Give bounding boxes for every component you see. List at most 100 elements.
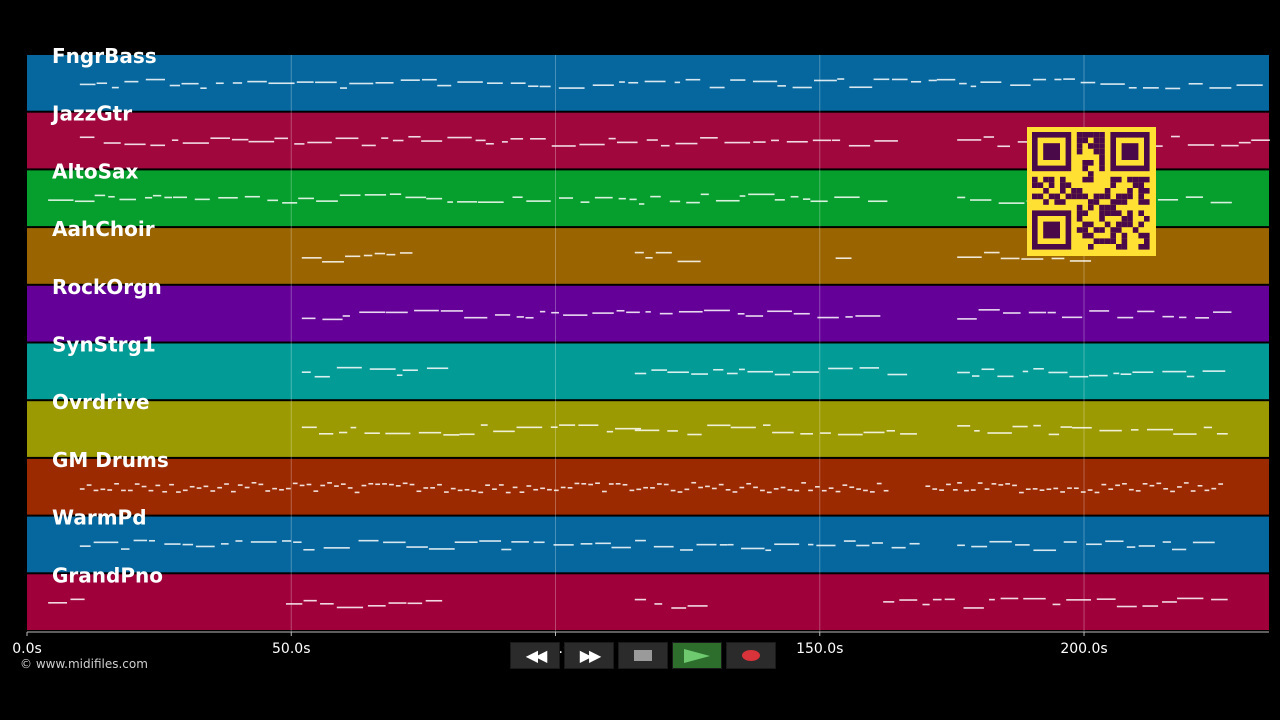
note — [134, 483, 140, 485]
note — [869, 491, 875, 493]
note — [383, 541, 406, 544]
track-band[interactable] — [27, 401, 1269, 457]
note — [181, 82, 199, 85]
note — [964, 489, 969, 492]
note — [595, 482, 600, 485]
note — [786, 140, 808, 143]
note — [285, 487, 291, 490]
track-band[interactable] — [27, 343, 1269, 400]
fast-forward-button[interactable]: ▶▶ — [564, 642, 614, 669]
note — [479, 540, 502, 542]
note — [957, 482, 962, 484]
note — [1204, 489, 1210, 492]
note — [323, 547, 350, 549]
note — [418, 431, 442, 434]
track-band[interactable] — [27, 574, 1269, 630]
note — [334, 485, 339, 487]
note — [48, 199, 74, 201]
note — [475, 139, 486, 142]
note — [244, 195, 260, 198]
note — [459, 433, 475, 436]
note — [899, 599, 918, 601]
note — [487, 82, 503, 84]
note — [265, 490, 271, 492]
note — [1063, 541, 1077, 543]
note — [998, 202, 1025, 204]
note — [409, 483, 415, 486]
note — [133, 539, 148, 542]
note — [713, 368, 724, 371]
track-band[interactable] — [27, 285, 1269, 342]
play-icon — [684, 648, 710, 663]
track-label: GrandPno — [52, 563, 163, 587]
note — [848, 144, 871, 147]
note — [957, 139, 982, 141]
note — [1115, 484, 1120, 487]
note — [119, 198, 136, 201]
note — [726, 372, 738, 375]
note — [437, 84, 452, 87]
note — [1202, 370, 1226, 372]
note — [361, 484, 367, 487]
note — [629, 489, 635, 492]
note — [859, 367, 880, 369]
note — [399, 252, 413, 254]
note — [301, 426, 317, 429]
note — [1012, 425, 1028, 428]
track-band[interactable] — [27, 458, 1269, 515]
note — [519, 491, 525, 493]
note — [406, 546, 428, 548]
note — [691, 481, 697, 484]
note — [1047, 311, 1056, 314]
note — [1137, 310, 1155, 313]
note — [650, 195, 661, 198]
track-band[interactable] — [27, 516, 1269, 573]
note — [1022, 370, 1029, 373]
note — [478, 491, 484, 494]
note — [922, 603, 930, 606]
note — [957, 425, 971, 427]
note — [574, 482, 580, 485]
note — [361, 144, 376, 147]
note — [1238, 141, 1251, 144]
note — [808, 489, 813, 492]
note — [771, 139, 779, 142]
note — [1051, 257, 1065, 260]
note — [634, 598, 647, 601]
note — [454, 541, 478, 544]
note — [171, 139, 179, 141]
note — [910, 80, 922, 83]
note — [634, 429, 660, 432]
note — [615, 427, 642, 430]
note — [528, 85, 539, 88]
note — [1003, 312, 1021, 314]
note — [423, 487, 429, 489]
rewind-button[interactable]: ◀◀ — [510, 642, 560, 669]
note — [457, 201, 478, 203]
note — [828, 367, 853, 370]
note — [883, 489, 889, 492]
note — [313, 490, 319, 492]
note — [1046, 488, 1052, 491]
note — [686, 201, 700, 204]
note — [220, 543, 229, 545]
play-button[interactable] — [672, 642, 722, 669]
note — [525, 316, 534, 319]
note — [1211, 487, 1217, 490]
stop-button[interactable] — [618, 642, 668, 669]
note — [1032, 488, 1038, 490]
note — [493, 430, 515, 433]
note — [675, 142, 698, 145]
note — [1033, 367, 1044, 370]
note — [873, 78, 890, 81]
note — [1033, 78, 1047, 81]
note — [594, 196, 613, 199]
note — [800, 433, 813, 435]
note — [1173, 433, 1197, 435]
note — [1052, 603, 1061, 606]
note — [498, 484, 504, 486]
note — [1069, 260, 1092, 262]
record-button[interactable] — [726, 642, 776, 669]
note — [485, 484, 490, 486]
